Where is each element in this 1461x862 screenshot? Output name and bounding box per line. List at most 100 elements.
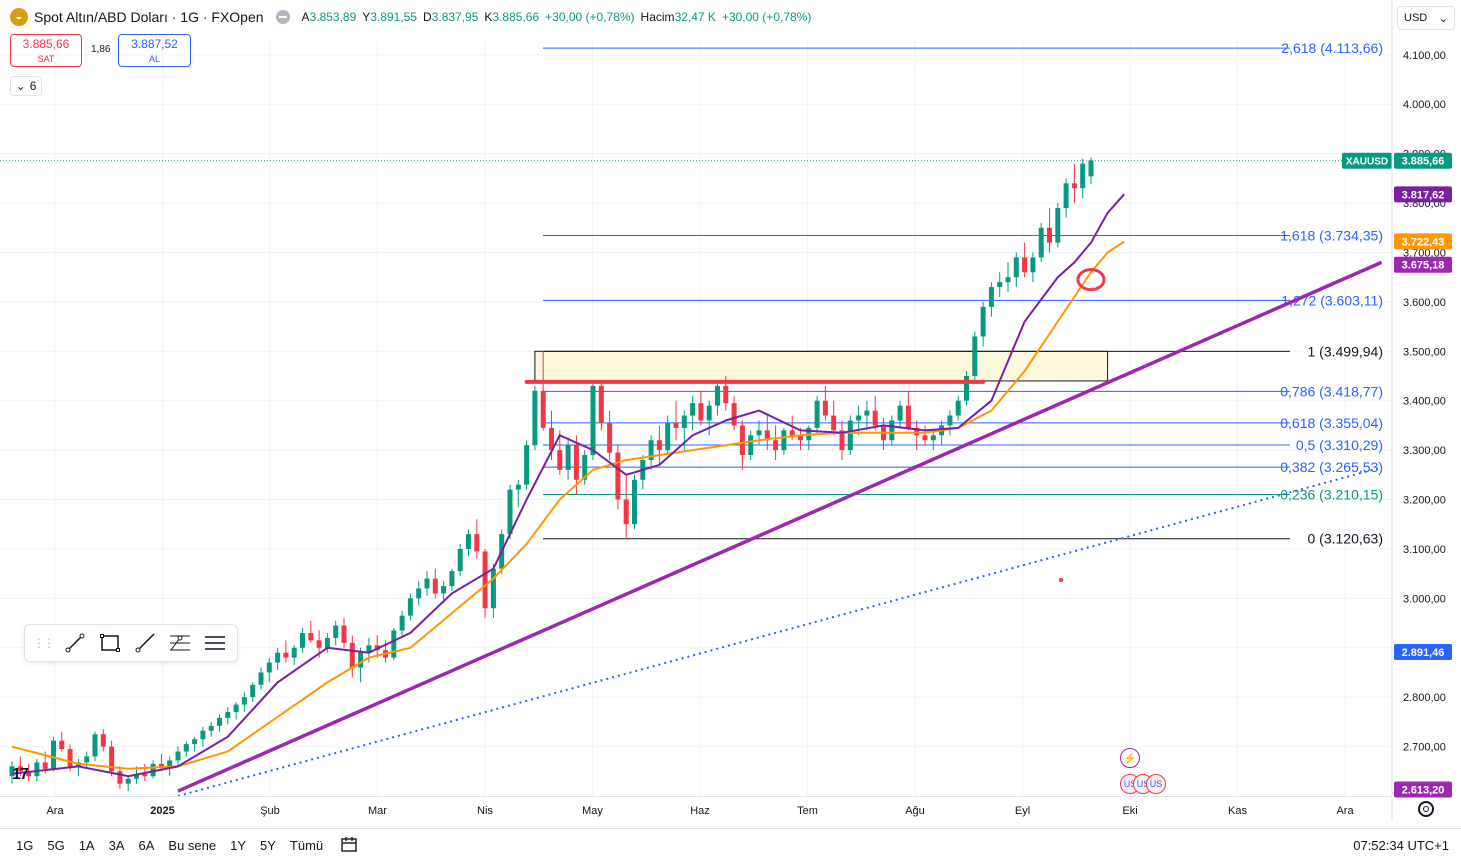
range-button[interactable]: 1A: [78, 838, 95, 853]
buy-button[interactable]: 3.887,52 AL: [118, 34, 191, 67]
candle-body: [424, 578, 430, 589]
candle-body: [930, 435, 936, 441]
fib-level-label: 0,618 (3.355,04): [1280, 415, 1383, 431]
candle-body: [175, 751, 181, 761]
trend-line-icon[interactable]: [61, 628, 88, 658]
fib-level-label: 1,618 (3.734,35): [1280, 227, 1383, 243]
candle-body: [698, 403, 704, 421]
candle-body: [988, 287, 994, 307]
candle-body: [449, 571, 455, 586]
fib-level-label: 0,5 (3.310,29): [1296, 437, 1383, 453]
parallel-channel-icon[interactable]: [202, 628, 229, 658]
candle-body: [117, 771, 123, 784]
range-button[interactable]: 6A: [138, 838, 155, 853]
candle-body: [847, 420, 853, 451]
market-status-icon: [275, 10, 290, 24]
fib-level-label: 0 (3.120,63): [1308, 531, 1384, 547]
candle-body: [972, 336, 978, 376]
candle-body: [100, 734, 106, 747]
fib-level-label: 1 (3.499,94): [1308, 343, 1384, 359]
candle-body: [349, 642, 355, 668]
candle-body: [200, 730, 206, 740]
candle-body: [690, 403, 696, 416]
candle-body: [1013, 257, 1019, 278]
range-button[interactable]: 5G: [47, 838, 65, 853]
candle-body: [92, 734, 98, 757]
candle-body: [142, 773, 148, 777]
ohlc-value: 3.885,66: [492, 10, 540, 24]
candle-body: [266, 662, 272, 673]
candle-body: [731, 403, 737, 426]
range-button[interactable]: 1G: [16, 838, 34, 853]
ohlc-item: Hacim32,47 K: [641, 10, 716, 24]
candle-body: [183, 744, 189, 752]
candle-body: [316, 640, 322, 648]
y-tick-label: 3.100,00: [1403, 544, 1446, 556]
fib-retracement-icon[interactable]: [167, 628, 194, 658]
candle-body: [897, 405, 903, 421]
symbol-title[interactable]: Spot Altın/ABD Doları · 1G · FXOpen: [34, 9, 264, 25]
candle-body: [17, 766, 23, 772]
candle-body: [598, 385, 604, 423]
ohlc-item: Y3.891,55: [362, 10, 417, 24]
currency-select[interactable]: USD ⌄: [1397, 6, 1455, 30]
candle-body: [366, 645, 372, 653]
symbol-tag-label: XAUUSD: [1346, 157, 1388, 168]
candle-body: [225, 712, 231, 718]
candle-body: [997, 282, 1003, 288]
candle-body: [217, 717, 222, 726]
candle-body: [358, 652, 364, 668]
calendar-icon[interactable]: [340, 835, 358, 856]
candle-body: [457, 548, 463, 572]
candle-body: [1071, 183, 1077, 189]
candle-body: [524, 445, 530, 485]
candle-body: [922, 435, 928, 441]
candle-body: [300, 632, 305, 648]
candle-body: [399, 615, 405, 631]
drag-handle-icon[interactable]: ⋮⋮: [33, 636, 55, 650]
ohlc-values: A3.853,89 Y3.891,55 D3.837,95 K3.885,66 +30,…: [302, 10, 812, 24]
ohlc-key: K: [484, 10, 493, 24]
candle-body: [482, 551, 488, 609]
range-button[interactable]: 1Y: [230, 838, 247, 853]
ohlc-value: 32,47 K: [674, 10, 716, 24]
candle-body: [889, 420, 895, 441]
candle-body: [1047, 227, 1052, 243]
range-button[interactable]: 3A: [108, 838, 125, 853]
candle-body: [333, 625, 339, 638]
candle-body: [1063, 183, 1069, 208]
circle-mark: [1076, 268, 1106, 292]
rectangle-icon[interactable]: [96, 628, 123, 658]
ohlc-key: Hacim: [640, 10, 675, 24]
candle-body: [964, 376, 969, 401]
x-tick-label: May: [582, 805, 603, 817]
candle-body: [26, 771, 32, 777]
indicators-toggle-button[interactable]: ⌄ 6: [10, 76, 42, 96]
price-tag-label: 3.817,62: [1402, 189, 1445, 201]
range-button[interactable]: Tümü: [289, 838, 324, 853]
range-button[interactable]: Bu sene: [168, 838, 217, 853]
candle-body: [515, 484, 521, 490]
ohlc-key: Y: [362, 10, 371, 24]
x-tick-label: Eki: [1122, 805, 1137, 817]
gear-icon[interactable]: [1418, 801, 1434, 817]
sell-button[interactable]: 3.885,66 SAT: [10, 34, 82, 67]
ray-icon[interactable]: [131, 628, 158, 658]
flash-event-icon[interactable]: ⚡: [1120, 748, 1140, 768]
price-tag: [1394, 643, 1452, 660]
candle-body: [623, 499, 629, 525]
fib-level-label: 0,786 (3.418,77): [1280, 383, 1383, 399]
range-button[interactable]: 5Y: [260, 838, 276, 853]
ohlc-item: A3.853,89: [302, 10, 357, 24]
ohlc-key: D: [423, 10, 432, 24]
sell-label: SAT: [37, 54, 55, 64]
us-flag-event-icon[interactable]: US: [1146, 774, 1166, 794]
tradingview-logo: 17: [12, 766, 29, 783]
candle-body: [391, 630, 397, 658]
candle-body: [158, 763, 164, 767]
candle-body: [739, 425, 745, 456]
candle-body: [798, 435, 803, 441]
candle-body: [150, 763, 156, 777]
candle-body: [241, 697, 247, 705]
